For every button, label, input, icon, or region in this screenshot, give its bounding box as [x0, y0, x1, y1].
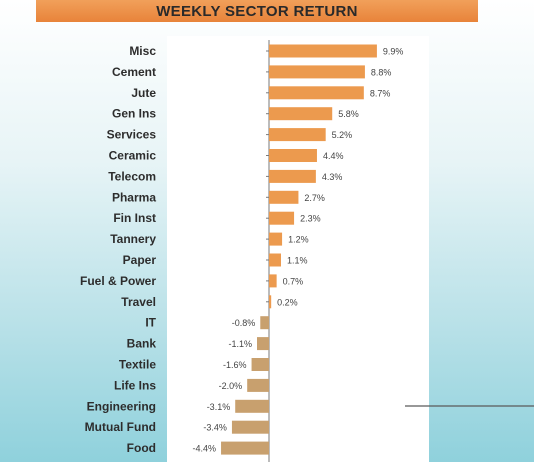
category-label: Services	[107, 128, 157, 142]
data-label: 1.2%	[288, 235, 309, 245]
category-label: Textile	[119, 358, 156, 372]
category-label: Fin Inst	[113, 211, 156, 225]
data-label: 8.7%	[370, 88, 391, 98]
bar-ceramic	[269, 149, 317, 162]
category-label: Telecom	[108, 169, 156, 183]
data-label: 4.3%	[322, 172, 343, 182]
bar-gen-ins	[269, 107, 333, 121]
category-label: Fuel & Power	[80, 274, 156, 288]
bar-fin-inst	[269, 211, 295, 225]
data-label: -3.1%	[207, 402, 231, 412]
data-label: 2.3%	[300, 214, 321, 224]
bar-it	[260, 316, 269, 330]
category-label: IT	[145, 316, 156, 330]
bar-life-ins	[247, 378, 269, 392]
category-label: Food	[127, 441, 156, 455]
data-label: 8.8%	[371, 67, 392, 77]
data-label: 9.9%	[383, 47, 404, 57]
bar-bank	[257, 337, 269, 351]
category-label: Life Ins	[114, 378, 156, 392]
bar-mutual-fund	[231, 420, 269, 434]
data-label: -0.8%	[232, 318, 256, 328]
category-label: Engineering	[87, 399, 156, 413]
category-label: Pharma	[112, 190, 156, 204]
bar-food	[221, 441, 269, 455]
category-label: Gen Ins	[112, 107, 156, 121]
bar-tannery	[269, 232, 283, 246]
data-label: 5.2%	[332, 130, 353, 140]
category-label: Misc	[129, 44, 156, 58]
bar-misc	[269, 44, 377, 58]
data-label: 0.2%	[277, 297, 298, 307]
bar-services	[269, 128, 326, 142]
category-label: Jute	[131, 86, 156, 100]
data-label: 1.1%	[287, 256, 308, 266]
bar-pharma	[269, 190, 299, 204]
data-label: -2.0%	[219, 381, 243, 391]
data-label: 2.7%	[304, 193, 325, 203]
category-label: Tannery	[110, 232, 156, 246]
data-label: 4.4%	[323, 151, 344, 161]
bar-textile	[251, 358, 269, 371]
data-label: -1.1%	[228, 339, 252, 349]
data-label: 0.7%	[283, 276, 304, 286]
category-label: Cement	[112, 65, 156, 79]
bar-travel	[269, 295, 272, 309]
bar-engineering	[235, 399, 269, 413]
data-label: 5.8%	[338, 109, 359, 119]
category-label: Mutual Fund	[85, 420, 156, 434]
plot-area	[167, 36, 429, 462]
data-label: -3.4%	[203, 423, 227, 433]
category-label: Paper	[123, 253, 157, 267]
bar-jute	[269, 86, 364, 100]
bar-fuel-power	[269, 274, 277, 288]
chart-title: WEEKLY SECTOR RETURN	[36, 0, 478, 22]
data-label: -4.4%	[193, 444, 217, 454]
data-label: -1.6%	[223, 360, 247, 370]
bar-telecom	[269, 169, 316, 183]
category-label: Travel	[121, 295, 156, 309]
bar-cement	[269, 65, 365, 79]
bar-paper	[269, 253, 281, 267]
category-label: Bank	[127, 337, 157, 351]
category-label: Ceramic	[109, 149, 157, 163]
